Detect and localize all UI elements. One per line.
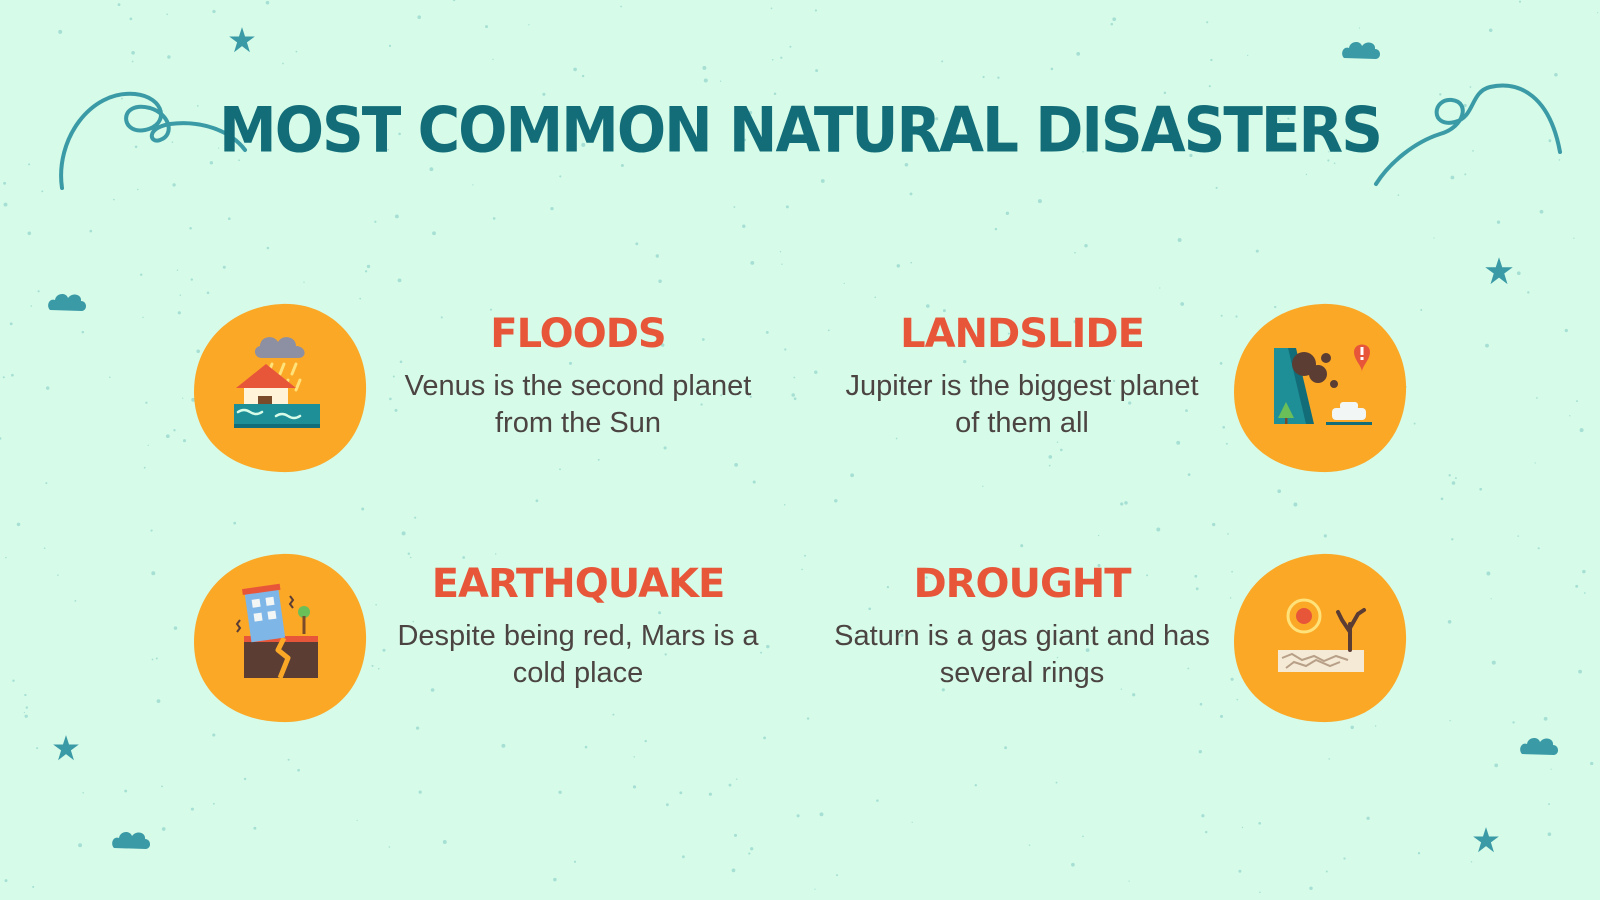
card-description: Jupiter is the biggest planet of them al…	[845, 370, 1199, 439]
cloud-decoration	[48, 294, 87, 311]
card-description: Despite being red, Mars is a cold place	[397, 620, 759, 689]
cloud-decoration	[112, 832, 151, 849]
card-landslide: LANDSLIDE Jupiter is the biggest planet …	[832, 312, 1212, 442]
star-decoration	[1473, 827, 1499, 853]
slide-title: MOST COMMON NATURAL DISASTERS	[219, 93, 1383, 167]
swirl-decoration-left	[59, 91, 247, 190]
swirl-decoration-right	[1374, 83, 1562, 186]
card-description: Venus is the second planet from the Sun	[404, 370, 752, 439]
card-heading: EARTHQUAKE	[431, 561, 726, 607]
card-floods: FLOODS Venus is the second planet from t…	[388, 312, 768, 442]
landslide-icon	[1234, 303, 1407, 473]
flood-house-icon	[194, 303, 367, 473]
card-description: Saturn is a gas giant and has several ri…	[834, 620, 1210, 689]
star-decoration	[53, 735, 79, 761]
cloud-decoration	[1520, 738, 1559, 755]
cloud-decoration	[1342, 42, 1381, 59]
star-decoration	[1485, 257, 1513, 285]
card-drought: DROUGHT Saturn is a gas giant and has se…	[832, 562, 1212, 692]
earthquake-building-icon	[194, 553, 367, 723]
card-earthquake: EARTHQUAKE Despite being red, Mars is a …	[388, 562, 768, 692]
card-heading: LANDSLIDE	[900, 311, 1145, 357]
card-heading: DROUGHT	[913, 561, 1131, 607]
drought-tree-icon	[1234, 553, 1407, 723]
star-decoration	[229, 27, 255, 53]
card-heading: FLOODS	[490, 311, 666, 357]
